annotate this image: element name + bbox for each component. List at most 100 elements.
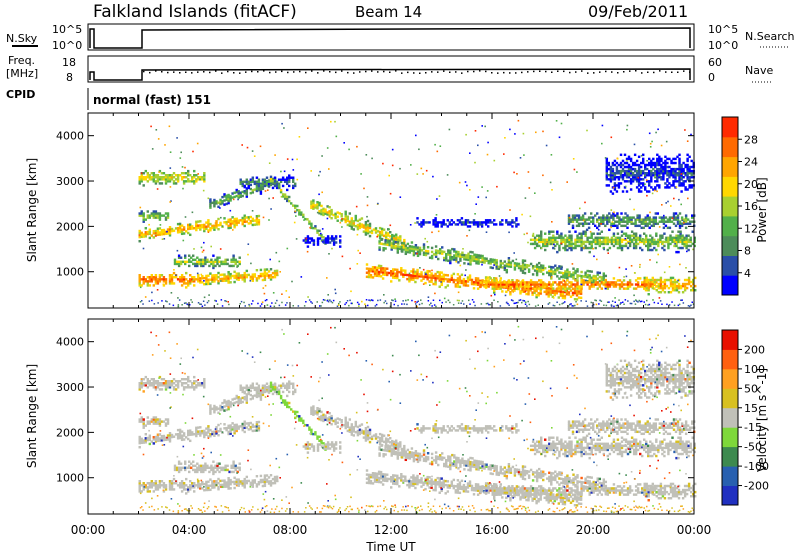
velocity-cell-474 [235, 427, 238, 431]
power-cell-3350 [673, 278, 677, 282]
power-cell-2889 [609, 176, 613, 179]
power-cell-1950 [575, 294, 579, 297]
power-cell-3051 [646, 190, 649, 193]
power-cell-2098 [574, 279, 577, 282]
power-cell-3131 [662, 174, 665, 177]
velocity-cell-322 [236, 466, 239, 470]
power-cell-941 [326, 213, 329, 216]
power-cell-2614 [691, 242, 694, 246]
power-cell-677 [257, 184, 261, 188]
velocity-cell-80 [185, 484, 188, 487]
velocity-cell-564 [217, 411, 220, 415]
power-near-1305 [417, 300, 419, 302]
power-cell-529 [152, 216, 156, 219]
velocity-cell-171 [239, 480, 242, 483]
power-cell-1290 [465, 256, 468, 259]
power-cell-302 [222, 262, 225, 266]
velocity-cell-482 [241, 424, 244, 428]
power-cell-2682 [600, 220, 603, 223]
power-speckle-385 [654, 175, 657, 178]
power-cell-3355 [677, 291, 681, 294]
power-cell-3374 [687, 280, 691, 284]
power-cell-1210 [418, 246, 422, 250]
power-near-1125 [372, 299, 374, 302]
power-speckle-171 [246, 146, 249, 149]
power-cell-2976 [629, 182, 633, 185]
power-cell-1601 [396, 276, 399, 280]
power-cell-1728 [460, 279, 464, 283]
power-cell-2506 [647, 240, 650, 244]
velocity-cell-71 [180, 484, 184, 487]
power-cell-1028 [374, 229, 378, 232]
nave-dot-39 [377, 71, 379, 73]
velocity-cell-309 [228, 470, 231, 474]
velocity-cell-499 [251, 423, 255, 427]
power-cell-2136 [604, 285, 608, 288]
power-cell-283 [210, 260, 213, 264]
power-cell-609 [245, 191, 249, 194]
power-cell-3127 [660, 159, 663, 163]
power-cell-2570 [675, 238, 678, 242]
power-cell-2638 [575, 218, 579, 221]
power-cell-30 [154, 280, 158, 283]
power-speckle-343 [207, 197, 210, 200]
power-cell-1453 [558, 265, 561, 268]
velocity-cell-533 [154, 422, 158, 425]
power-cell-2656 [583, 212, 587, 215]
power-near-405 [190, 299, 192, 301]
power-cell-2888 [609, 178, 613, 181]
power-speckle-203 [247, 253, 249, 256]
power-cell-1701 [446, 284, 450, 287]
power-cell-2671 [594, 224, 597, 228]
power-cell-741 [138, 176, 141, 179]
power-cell-408 [195, 228, 198, 232]
power-speckle-323 [508, 231, 510, 234]
velocity-cell-421 [201, 429, 204, 433]
power-cell-2387 [598, 242, 602, 246]
power-near-2005 [594, 299, 596, 301]
velocity-cell-319 [234, 466, 237, 470]
velocity-cell-394 [182, 434, 186, 437]
power-cell-2505 [647, 242, 650, 246]
power-cell-256 [194, 264, 197, 268]
power-cell-3485 [515, 225, 518, 228]
power-cell-187 [251, 277, 255, 280]
power-cell-2365 [588, 236, 591, 240]
power-cell-2743 [626, 214, 629, 217]
power-cell-100 [197, 274, 200, 277]
power-cell-1489 [580, 276, 583, 280]
power-cell-718 [283, 180, 287, 184]
power-cell-43 [162, 284, 166, 287]
power-cell-2887 [609, 180, 613, 183]
power-cell-559 [213, 202, 216, 206]
power-speckle-105 [521, 213, 523, 216]
power-speckle-118 [166, 230, 168, 233]
velocity-cell-530 [152, 420, 156, 423]
power-cell-2435 [618, 240, 622, 244]
velocity-cell-605 [243, 396, 246, 399]
velocity-cell-368 [166, 438, 170, 441]
power-cell-400 [187, 223, 190, 227]
power-cell-1644 [418, 275, 421, 278]
power-cell-1325 [481, 258, 484, 262]
power-cell-1187 [408, 247, 412, 250]
power-cell-1089 [306, 245, 310, 248]
power-speckle-243 [545, 144, 548, 147]
power-cell-1841 [519, 284, 522, 287]
velocity-cell-351 [154, 437, 158, 441]
power-cell-126 [213, 278, 216, 281]
power-speckle-70 [432, 175, 434, 178]
power-cell-1260 [449, 249, 452, 253]
power-cell-2451 [624, 234, 628, 237]
power-cell-472 [233, 217, 236, 221]
power-cell-2919 [615, 169, 619, 173]
power-cell-136 [219, 277, 222, 281]
nave-dot-70 [563, 70, 565, 73]
power-speckle-131 [275, 251, 278, 254]
power-cell-3069 [650, 178, 653, 181]
power-cell-954 [334, 214, 337, 218]
velocity-cell-182 [245, 475, 249, 479]
nave-dot-17 [245, 71, 247, 73]
power-cell-965 [344, 218, 347, 222]
power-speckle-344 [420, 167, 423, 170]
